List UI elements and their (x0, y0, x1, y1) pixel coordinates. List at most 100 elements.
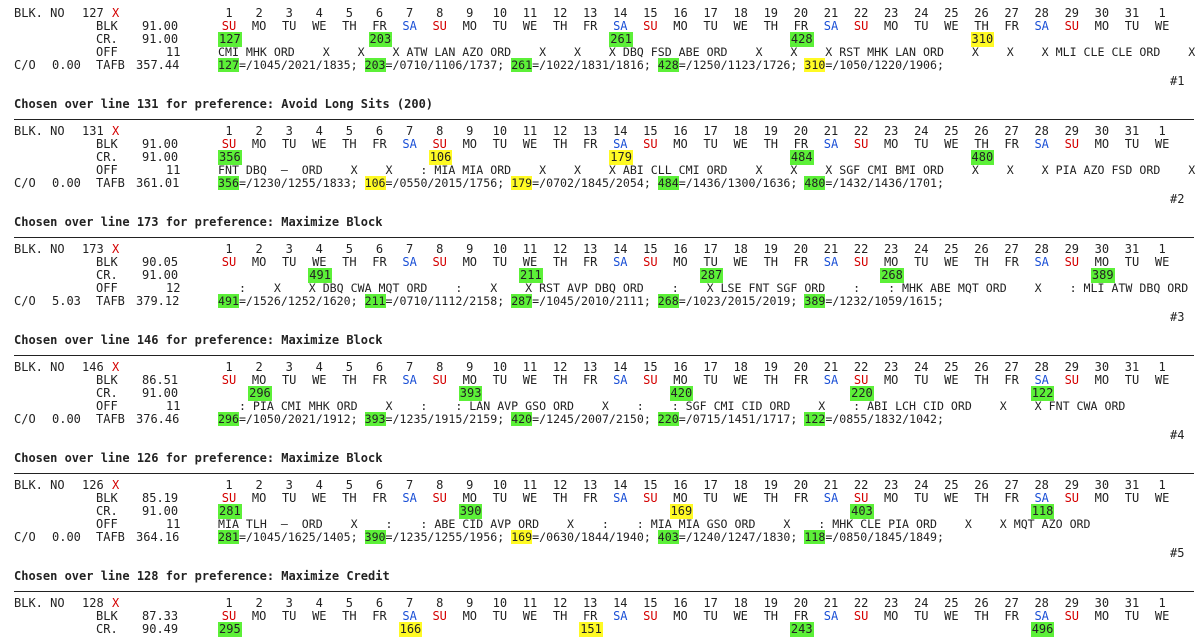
trip-number[interactable]: 420 (669, 386, 694, 402)
summary-trip-number[interactable]: 127 (218, 58, 239, 73)
trip-number[interactable]: 428 (789, 32, 814, 48)
day-number: 17 (703, 360, 718, 374)
summary-trip-times: =/1235/1915/2159; (385, 412, 512, 427)
weekday-name: MO (883, 373, 899, 388)
day-number: 31 (1124, 478, 1140, 492)
trip-number[interactable]: 296 (248, 386, 272, 402)
summary-trip-number[interactable]: 403 (657, 530, 679, 545)
summary-trip-number[interactable]: 420 (511, 412, 533, 427)
summary-trip-number[interactable]: 390 (364, 530, 386, 545)
trip-number[interactable]: 287 (699, 268, 724, 284)
day-number: 25 (944, 124, 959, 138)
day-number: 26 (974, 596, 989, 610)
trip-number[interactable]: 389 (1090, 268, 1115, 284)
day-number: 26 (974, 124, 989, 138)
summary-trip-number[interactable]: 106 (364, 176, 386, 191)
trip-number[interactable]: 220 (850, 386, 874, 402)
blk-value: 85.19 (142, 491, 179, 506)
trip-number[interactable]: 268 (880, 268, 904, 284)
weekday-name: MO (462, 491, 478, 506)
weekday-name: TU (914, 255, 929, 270)
day-number: 17 (703, 596, 718, 610)
summary-trip-number[interactable]: 261 (511, 58, 533, 73)
summary-trip-number[interactable]: 428 (657, 58, 679, 73)
summary-trip-number[interactable]: 356 (218, 176, 239, 191)
summary-trip-number[interactable]: 484 (657, 176, 679, 191)
cr-label: CR. (96, 150, 118, 165)
summary-trip-times: =/1436/1300/1636; (678, 176, 805, 191)
day-number: 5 (345, 360, 353, 374)
summary-trip-number[interactable]: 480 (804, 176, 826, 191)
trip-number[interactable]: 310 (970, 32, 995, 48)
day-number: 21 (823, 360, 839, 374)
blk-no-label: BLK. NO (14, 478, 65, 492)
summary-trip-number[interactable]: 281 (218, 530, 239, 545)
day-number: 6 (375, 360, 384, 374)
day-number: 10 (492, 6, 508, 20)
weekday-name: MO (1094, 609, 1110, 624)
day-number: 1 (1158, 596, 1166, 610)
trip-number[interactable]: 484 (789, 150, 814, 166)
weekday-name: SA (402, 255, 417, 270)
trip-number[interactable]: 169 (669, 504, 694, 520)
day-number: 10 (492, 478, 508, 492)
summary-trip-number[interactable]: 393 (364, 412, 386, 427)
weekday-name: SA (402, 373, 417, 388)
trip-number[interactable]: 203 (368, 32, 393, 48)
trip-number[interactable]: 127 (218, 32, 242, 48)
trip-number[interactable]: 106 (428, 150, 453, 166)
weekday-name: FR (582, 491, 598, 506)
trip-number[interactable]: 393 (458, 386, 483, 402)
trip-number[interactable]: 261 (609, 32, 633, 48)
weekday-name: FR (372, 491, 387, 506)
line-marker: X (112, 124, 120, 138)
trip-number[interactable]: 480 (970, 150, 995, 166)
trip-number[interactable]: 211 (519, 268, 543, 284)
blk-no-label: BLK. NO (14, 360, 65, 374)
weekday-name: TU (281, 19, 297, 34)
day-number: 7 (405, 242, 414, 256)
day-number: 17 (703, 478, 718, 492)
summary-trip-number[interactable]: 122 (804, 412, 826, 427)
weekday-name: FR (793, 491, 809, 506)
day-number: 15 (643, 242, 658, 256)
weekday-name: TH (552, 373, 568, 388)
day-number: 17 (703, 6, 718, 20)
weekday-name: FR (1004, 491, 1019, 506)
weekday-name: SU (853, 373, 869, 388)
trip-number[interactable]: 403 (850, 504, 874, 520)
summary-trip-number[interactable]: 211 (364, 294, 386, 309)
summary-trip-number[interactable]: 287 (511, 294, 533, 309)
day-number: 24 (914, 6, 929, 20)
weekday-name: WE (522, 491, 538, 506)
trip-number[interactable]: 179 (609, 150, 633, 166)
tafb-label: TAFB (96, 530, 125, 545)
summary-trip-number[interactable]: 220 (657, 412, 679, 427)
summary-trip-number[interactable]: 169 (511, 530, 533, 545)
summary-trip-number[interactable]: 179 (511, 176, 533, 191)
summary-trip-number[interactable]: 310 (804, 58, 826, 73)
summary-trip-number[interactable]: 203 (364, 58, 386, 73)
summary-trip-number[interactable]: 389 (804, 294, 826, 309)
day-number: 22 (853, 360, 869, 374)
weekday-name: FR (372, 137, 387, 152)
summary-trip-number[interactable]: 296 (218, 412, 239, 427)
weekday-name: TH (763, 609, 779, 624)
weekday-name: WE (944, 19, 959, 34)
day-number: 21 (823, 242, 839, 256)
summary-trip-number[interactable]: 268 (657, 294, 679, 309)
co-value: 0.00 (52, 412, 81, 427)
weekday-name: WE (733, 609, 748, 624)
day-number: 8 (436, 596, 444, 610)
day-number: 8 (436, 242, 444, 256)
day-number: 28 (1034, 6, 1049, 20)
trip-number[interactable]: 356 (218, 150, 242, 166)
trip-number[interactable]: 118 (1030, 504, 1055, 520)
rank-label: #1 (1170, 74, 1185, 89)
summary-trip-number[interactable]: 118 (804, 530, 826, 545)
trip-number[interactable]: 390 (458, 504, 483, 520)
trip-number[interactable]: 281 (218, 504, 242, 520)
summary-trip-number[interactable]: 491 (218, 294, 239, 309)
trip-number[interactable]: 491 (308, 268, 332, 284)
trip-number[interactable]: 122 (1030, 386, 1055, 402)
